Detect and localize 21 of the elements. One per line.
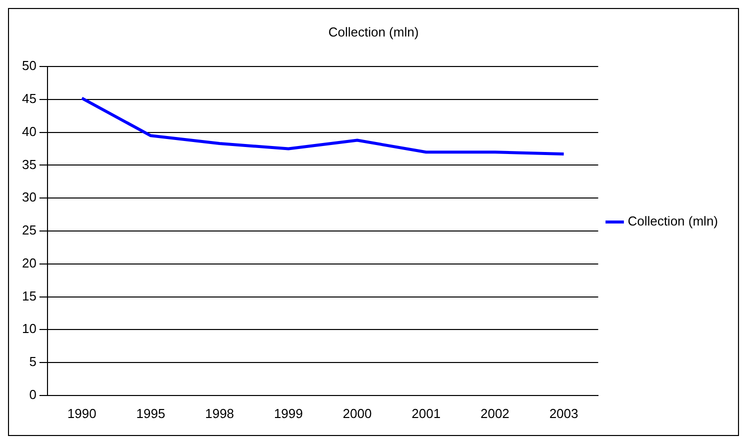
y-tick-label: 15 [22,288,36,304]
x-tick-label: 1998 [205,406,234,421]
y-tick-label: 10 [22,321,36,336]
x-tick-label: 1990 [67,406,96,421]
y-tick-label: 25 [22,222,36,238]
y-tick-label: 20 [22,255,36,270]
y-tick-label: 5 [29,354,36,370]
y-tick-label: 45 [22,91,36,106]
x-tick-label: 2002 [480,406,510,421]
y-tick-label: 30 [22,190,36,205]
y-tick-label: 40 [22,124,36,139]
x-tick-label: 2003 [549,406,578,421]
legend-label: Collection (mln) [628,214,718,229]
y-tick-label: 50 [22,58,36,74]
y-tick-label: 0 [29,386,36,402]
chart-title: Collection (mln) [328,24,419,40]
x-tick-label: 1999 [274,406,303,421]
x-tick-label: 2000 [342,406,372,421]
y-tick-label: 35 [22,156,36,172]
x-tick-label: 1995 [136,406,166,421]
x-tick-label: 2001 [412,406,441,421]
